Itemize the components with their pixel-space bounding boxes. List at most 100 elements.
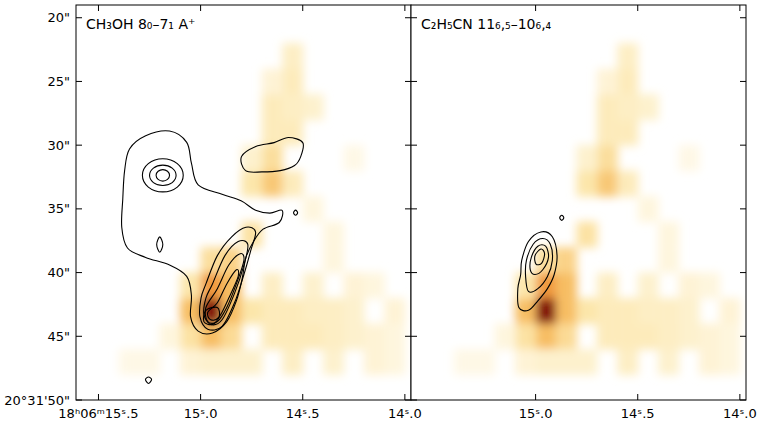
panel bbox=[411, 5, 746, 400]
image-cell bbox=[699, 273, 720, 299]
y-tick-label: 45" bbox=[47, 329, 70, 344]
image-cell bbox=[576, 222, 597, 248]
background bbox=[76, 5, 411, 400]
y-tick bbox=[740, 400, 746, 401]
image-cell bbox=[597, 298, 618, 324]
image-cell bbox=[221, 247, 242, 273]
panel bbox=[76, 5, 411, 400]
image-cell bbox=[303, 196, 324, 222]
image-cell bbox=[617, 69, 638, 95]
y-tick-label: 25" bbox=[47, 74, 70, 89]
x-tick bbox=[302, 5, 303, 11]
contour bbox=[203, 307, 219, 325]
contour bbox=[156, 170, 169, 181]
image-cell bbox=[139, 349, 160, 375]
image-cell bbox=[495, 324, 516, 350]
image-cell bbox=[364, 273, 385, 299]
y-tick bbox=[76, 336, 82, 337]
image-cell bbox=[679, 324, 700, 350]
x-tick-label: 14ˢ.5 bbox=[621, 406, 655, 421]
image-cell bbox=[364, 324, 385, 350]
y-tick bbox=[740, 336, 746, 337]
contour bbox=[241, 138, 304, 173]
image-cell bbox=[262, 120, 283, 146]
image-cell bbox=[303, 94, 324, 120]
image-cell bbox=[262, 94, 283, 120]
image-cell bbox=[597, 273, 618, 299]
image-cell bbox=[638, 94, 659, 120]
x-tick bbox=[404, 5, 405, 11]
image-cell bbox=[282, 120, 303, 146]
x-tick-label: 18ʰ06ᵐ15ˢ.5 bbox=[58, 406, 138, 421]
y-tick-label: 20" bbox=[47, 10, 70, 25]
image-cell bbox=[536, 298, 557, 324]
image-cell bbox=[597, 171, 618, 197]
image-cell bbox=[617, 324, 638, 350]
image-cell bbox=[658, 222, 679, 248]
image-cell bbox=[699, 324, 720, 350]
image-cell bbox=[617, 120, 638, 146]
y-tick-label: 30" bbox=[47, 138, 70, 153]
y-tick bbox=[76, 400, 82, 401]
contour bbox=[200, 227, 256, 330]
image-cell bbox=[679, 273, 700, 299]
image-cell bbox=[556, 349, 577, 375]
image-cell bbox=[282, 171, 303, 197]
image-cell bbox=[323, 247, 344, 273]
image-cell bbox=[679, 298, 700, 324]
image-cell bbox=[556, 273, 577, 299]
image-cell bbox=[556, 298, 577, 324]
y-tick-label: 20°31'50" bbox=[4, 393, 70, 408]
image-cell bbox=[617, 298, 638, 324]
x-tick bbox=[739, 394, 740, 400]
image-cell bbox=[160, 324, 181, 350]
image-cell bbox=[241, 298, 262, 324]
image-cell bbox=[384, 324, 405, 350]
x-tick bbox=[739, 5, 740, 11]
x-tick-label: 14ˢ.0 bbox=[388, 406, 422, 421]
plot-area bbox=[76, 5, 411, 400]
frame bbox=[76, 5, 411, 400]
image-cell bbox=[282, 298, 303, 324]
y-tick bbox=[405, 17, 411, 18]
plot-area bbox=[411, 5, 746, 400]
y-tick bbox=[411, 336, 417, 337]
contour bbox=[530, 245, 549, 275]
frame bbox=[411, 5, 746, 400]
y-tick bbox=[76, 272, 82, 273]
y-tick bbox=[740, 145, 746, 146]
image-cell bbox=[679, 145, 700, 171]
image-cell bbox=[658, 324, 679, 350]
image-cell bbox=[323, 324, 344, 350]
x-tick bbox=[637, 5, 638, 11]
image-cell bbox=[303, 273, 324, 299]
image-cell bbox=[576, 145, 597, 171]
image-cell bbox=[536, 247, 557, 273]
x-tick bbox=[200, 5, 201, 11]
y-tick-label: 40" bbox=[47, 265, 70, 280]
contour bbox=[518, 232, 558, 311]
contour bbox=[157, 237, 163, 252]
image-cell bbox=[180, 324, 201, 350]
y-tick bbox=[411, 400, 417, 401]
contour bbox=[205, 254, 244, 324]
image-cell bbox=[282, 324, 303, 350]
image-cell bbox=[536, 324, 557, 350]
image-cell bbox=[282, 43, 303, 69]
image-cell bbox=[576, 349, 597, 375]
image-cell bbox=[638, 196, 659, 222]
image-cell bbox=[262, 145, 283, 171]
y-tick bbox=[411, 272, 417, 273]
x-tick bbox=[535, 5, 536, 11]
contour bbox=[122, 131, 283, 334]
image-cell bbox=[617, 349, 638, 375]
y-tick bbox=[76, 81, 82, 82]
figure: 18ʰ06ᵐ15ˢ.515ˢ.014ˢ.514ˢ.020"25"30"35"40… bbox=[0, 0, 767, 425]
y-tick bbox=[411, 17, 417, 18]
image-cell bbox=[221, 349, 242, 375]
image-cell bbox=[719, 324, 740, 350]
image-cell bbox=[262, 324, 283, 350]
image-cell bbox=[344, 273, 365, 299]
image-cell bbox=[617, 171, 638, 197]
contour bbox=[294, 210, 298, 215]
